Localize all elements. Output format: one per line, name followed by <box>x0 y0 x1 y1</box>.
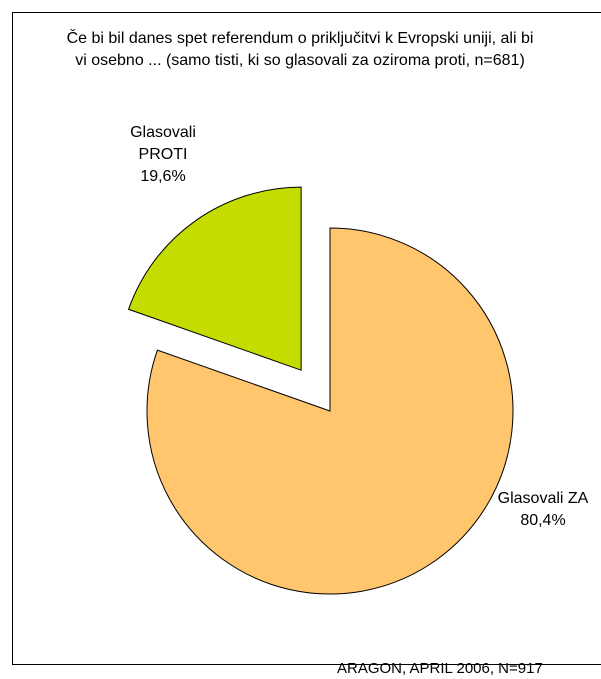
slice-value: 19,6% <box>140 168 186 185</box>
slice-label: Glasovali ZA <box>497 490 589 507</box>
pie-slice <box>146 227 514 595</box>
source-note: ARAGON, APRIL 2006, N=917 <box>337 660 543 677</box>
chart-frame <box>12 12 601 665</box>
slice-label: Glasovali PROTI <box>130 124 196 163</box>
slice-value: 80,4% <box>520 512 566 529</box>
chart-title: Če bi bil danes spet referendum o priklj… <box>66 30 534 69</box>
pie-slice <box>127 186 302 371</box>
